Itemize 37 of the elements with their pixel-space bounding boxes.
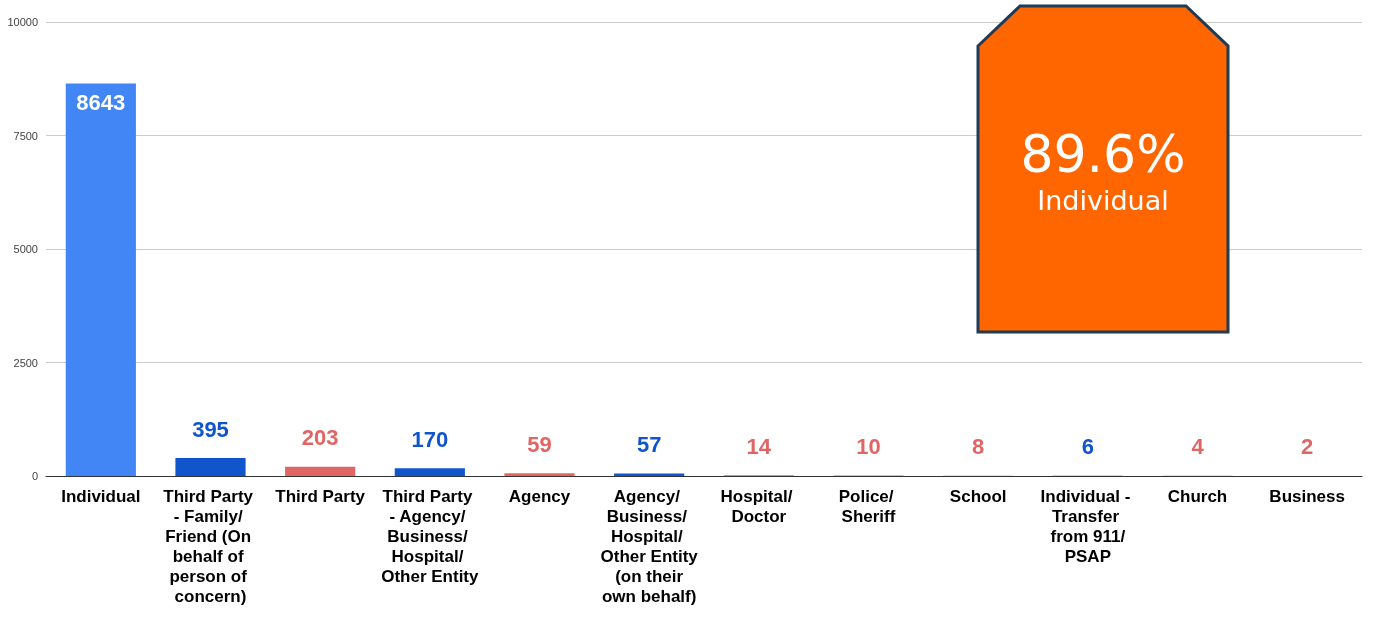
x-tick-label: School <box>949 486 1007 506</box>
x-tick-label: Business <box>1269 486 1345 506</box>
bar <box>614 473 685 476</box>
data-label: 8 <box>972 434 985 460</box>
x-tick-label: Agency <box>508 486 571 506</box>
x-tick-label: Individual - Transfer from 911/PSAP <box>1040 486 1136 566</box>
bar <box>65 83 136 476</box>
x-tick-label: Agency/ Business/ Hospital/ Other Entity (on their own behalf) <box>600 486 699 606</box>
bar <box>175 458 246 476</box>
x-tick-label: Hospital/ Doctor <box>720 486 798 526</box>
x-tick-label: Police/ Sheriff <box>838 486 899 526</box>
data-label: 6 <box>1081 434 1094 460</box>
y-tick-label: 5000 <box>13 243 38 255</box>
y-tick-label: 0 <box>31 470 38 482</box>
bar <box>285 466 356 476</box>
data-label: 59 <box>527 431 552 457</box>
bar <box>394 468 465 476</box>
x-tick-label: Third Party <box>275 486 366 506</box>
bar <box>504 473 575 476</box>
y-tick-label: 2500 <box>13 356 38 369</box>
y-tick-label: 7500 <box>13 129 38 142</box>
data-label: 170 <box>411 426 449 452</box>
data-label: 10 <box>856 434 881 460</box>
data-label: 203 <box>301 425 339 451</box>
data-label: 57 <box>636 431 662 457</box>
data-label: 14 <box>746 433 772 459</box>
data-label: 2 <box>1301 434 1314 460</box>
data-label: 395 <box>192 416 229 442</box>
data-label: 8643 <box>76 90 126 116</box>
x-tick-label: Church <box>1167 486 1228 506</box>
annotation: 89.6% <box>1019 124 1187 184</box>
annotation: Individual <box>1036 184 1170 218</box>
y-tick-label: 10000 <box>7 16 38 28</box>
x-tick-label: Third Party - Family/ Friend (On behalf of person of concern) <box>163 486 258 606</box>
data-label: 4 <box>1191 434 1205 460</box>
x-tick-label: Third Party - Agency/ Business/ Hospital/ Other Entity <box>381 486 480 586</box>
x-tick-label: Individual <box>61 486 141 506</box>
